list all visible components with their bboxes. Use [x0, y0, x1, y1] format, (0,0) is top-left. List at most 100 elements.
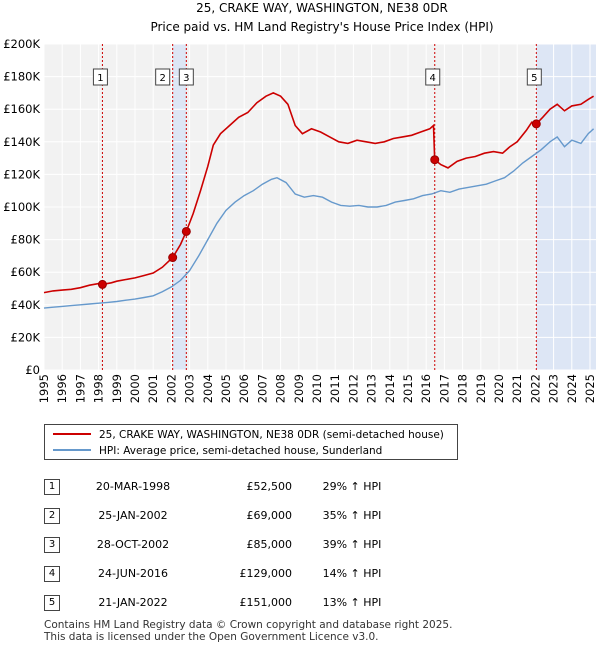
table-row: 5 21-JAN-2022 £151,000 13% ↑ HPI	[44, 588, 412, 617]
y-tick-label: £40K	[11, 298, 41, 312]
x-tick-label: 2014	[383, 374, 397, 403]
x-tick-label: 1995	[37, 374, 51, 403]
x-tick-label: 2011	[328, 374, 342, 403]
sale-hpi: 29% ↑ HPI	[322, 480, 382, 493]
sale-date: 28-OCT-2002	[96, 538, 170, 551]
sale-date: 24-JUN-2016	[97, 567, 169, 580]
sale-label-text: 1	[97, 73, 103, 84]
x-tick-label: 2024	[565, 374, 579, 403]
x-tick-label: 1998	[92, 374, 106, 403]
legend-item-property: 25, CRAKE WAY, WASHINGTON, NE38 0DR (sem…	[53, 427, 444, 443]
x-tick-label: 2012	[346, 374, 360, 403]
sale-hpi: 13% ↑ HPI	[322, 596, 382, 609]
sale-date: 20-MAR-1998	[95, 480, 171, 493]
x-tick-label: 2009	[292, 374, 306, 403]
x-tick-label: 2019	[474, 374, 488, 403]
table-row: 2 25-JAN-2002 £69,000 35% ↑ HPI	[44, 501, 412, 530]
sale-label: 5	[526, 68, 542, 86]
price-chart: 25, CRAKE WAY, WASHINGTON, NE38 0DR Pric…	[3, 1, 597, 403]
legend-item-hpi: HPI: Average price, semi-detached house,…	[53, 443, 382, 459]
footer-copyright: Contains HM Land Registry data © Crown c…	[44, 619, 453, 631]
sale-label: 4	[425, 68, 441, 86]
sale-label: 3	[178, 68, 194, 86]
sale-label-text: 3	[183, 73, 189, 84]
x-tick-label: 2001	[146, 374, 160, 403]
x-tick-label: 2017	[437, 374, 451, 403]
chart-subtitle: Price paid vs. HM Land Registry's House …	[150, 20, 493, 34]
y-tick-label: £180K	[3, 70, 40, 84]
sale-label-text: 4	[430, 73, 436, 84]
x-tick-label: 2015	[401, 374, 415, 403]
legend: 25, CRAKE WAY, WASHINGTON, NE38 0DR (sem…	[44, 424, 458, 460]
sale-label-text: 2	[159, 73, 165, 84]
y-tick-label: £80K	[11, 233, 41, 247]
sales-table: 1 20-MAR-1998 £52,500 29% ↑ HPI 2 25-JAN…	[44, 472, 412, 617]
table-row: 1 20-MAR-1998 £52,500 29% ↑ HPI	[44, 472, 412, 501]
series-line	[43, 128, 595, 309]
sale-label-box	[425, 68, 441, 86]
x-tick-label: 2006	[237, 374, 251, 403]
x-tick-label: 2016	[419, 374, 433, 403]
sale-label-box	[92, 68, 108, 86]
sale-date: 21-JAN-2022	[98, 596, 168, 609]
x-tick-label: 2007	[255, 374, 269, 403]
sale-point	[168, 253, 178, 263]
x-tick-label: 1996	[55, 374, 69, 403]
series-line	[43, 92, 595, 294]
sale-point	[430, 155, 440, 165]
table-row: 3 28-OCT-2002 £85,000 39% ↑ HPI	[44, 530, 412, 559]
sale-price: £129,000	[239, 567, 293, 580]
x-tick-label: 2004	[201, 374, 215, 403]
x-tick-label: 1997	[73, 374, 87, 403]
x-tick-label: 1999	[110, 374, 124, 403]
sale-label-text: 5	[531, 73, 537, 84]
x-tick-label: 2005	[219, 374, 233, 403]
sale-date: 25-JAN-2002	[98, 509, 168, 522]
sale-label: 2	[155, 68, 171, 86]
y-tick-label: £160K	[3, 102, 40, 116]
sale-number: 3	[44, 536, 60, 553]
x-tick-label: 2025	[583, 374, 597, 403]
legend-hpi-swatch	[53, 449, 91, 451]
sale-point	[531, 119, 541, 129]
sale-label-box	[526, 68, 542, 86]
sale-point	[97, 279, 107, 289]
x-tick-label: 2022	[528, 374, 542, 403]
x-tick-label: 2018	[456, 374, 470, 403]
x-tick-label: 2020	[492, 374, 506, 403]
x-tick-label: 2008	[274, 374, 288, 403]
legend-property-label: 25, CRAKE WAY, WASHINGTON, NE38 0DR (sem…	[99, 429, 444, 441]
legend-property-swatch	[53, 433, 91, 435]
y-tick-label: £140K	[3, 135, 40, 149]
chart-title: 25, CRAKE WAY, WASHINGTON, NE38 0DR	[196, 1, 448, 15]
x-tick-label: 2000	[128, 374, 142, 403]
sale-label-box	[178, 68, 194, 86]
sale-number: 5	[44, 594, 60, 611]
sale-number: 2	[44, 507, 60, 524]
y-tick-label: £0	[25, 363, 40, 377]
x-tick-label: 2002	[164, 374, 178, 403]
sale-hpi: 35% ↑ HPI	[322, 509, 382, 522]
sale-number: 1	[44, 478, 60, 495]
sale-label: 1	[92, 68, 108, 86]
y-tick-label: £100K	[3, 200, 40, 214]
sale-price: £52,500	[246, 480, 293, 493]
x-tick-label: 2023	[547, 374, 561, 403]
sale-price: £85,000	[246, 538, 293, 551]
y-tick-label: £20K	[11, 330, 41, 344]
sale-point	[181, 226, 191, 236]
table-row: 4 24-JUN-2016 £129,000 14% ↑ HPI	[44, 559, 412, 588]
y-tick-label: £120K	[3, 167, 40, 181]
sale-price: £69,000	[246, 509, 293, 522]
footer: Contains HM Land Registry data © Crown c…	[44, 619, 452, 643]
y-tick-label: £200K	[3, 37, 40, 51]
sale-hpi: 39% ↑ HPI	[322, 538, 382, 551]
sale-number: 4	[44, 565, 60, 582]
x-tick-label: 2021	[510, 374, 524, 403]
x-tick-label: 2013	[365, 374, 379, 403]
x-tick-label: 2010	[310, 374, 324, 403]
sale-price: £151,000	[239, 596, 293, 609]
x-tick-label: 2003	[183, 374, 197, 403]
footer-licence: This data is licensed under the Open Gov…	[44, 631, 379, 643]
y-tick-label: £60K	[11, 265, 41, 279]
